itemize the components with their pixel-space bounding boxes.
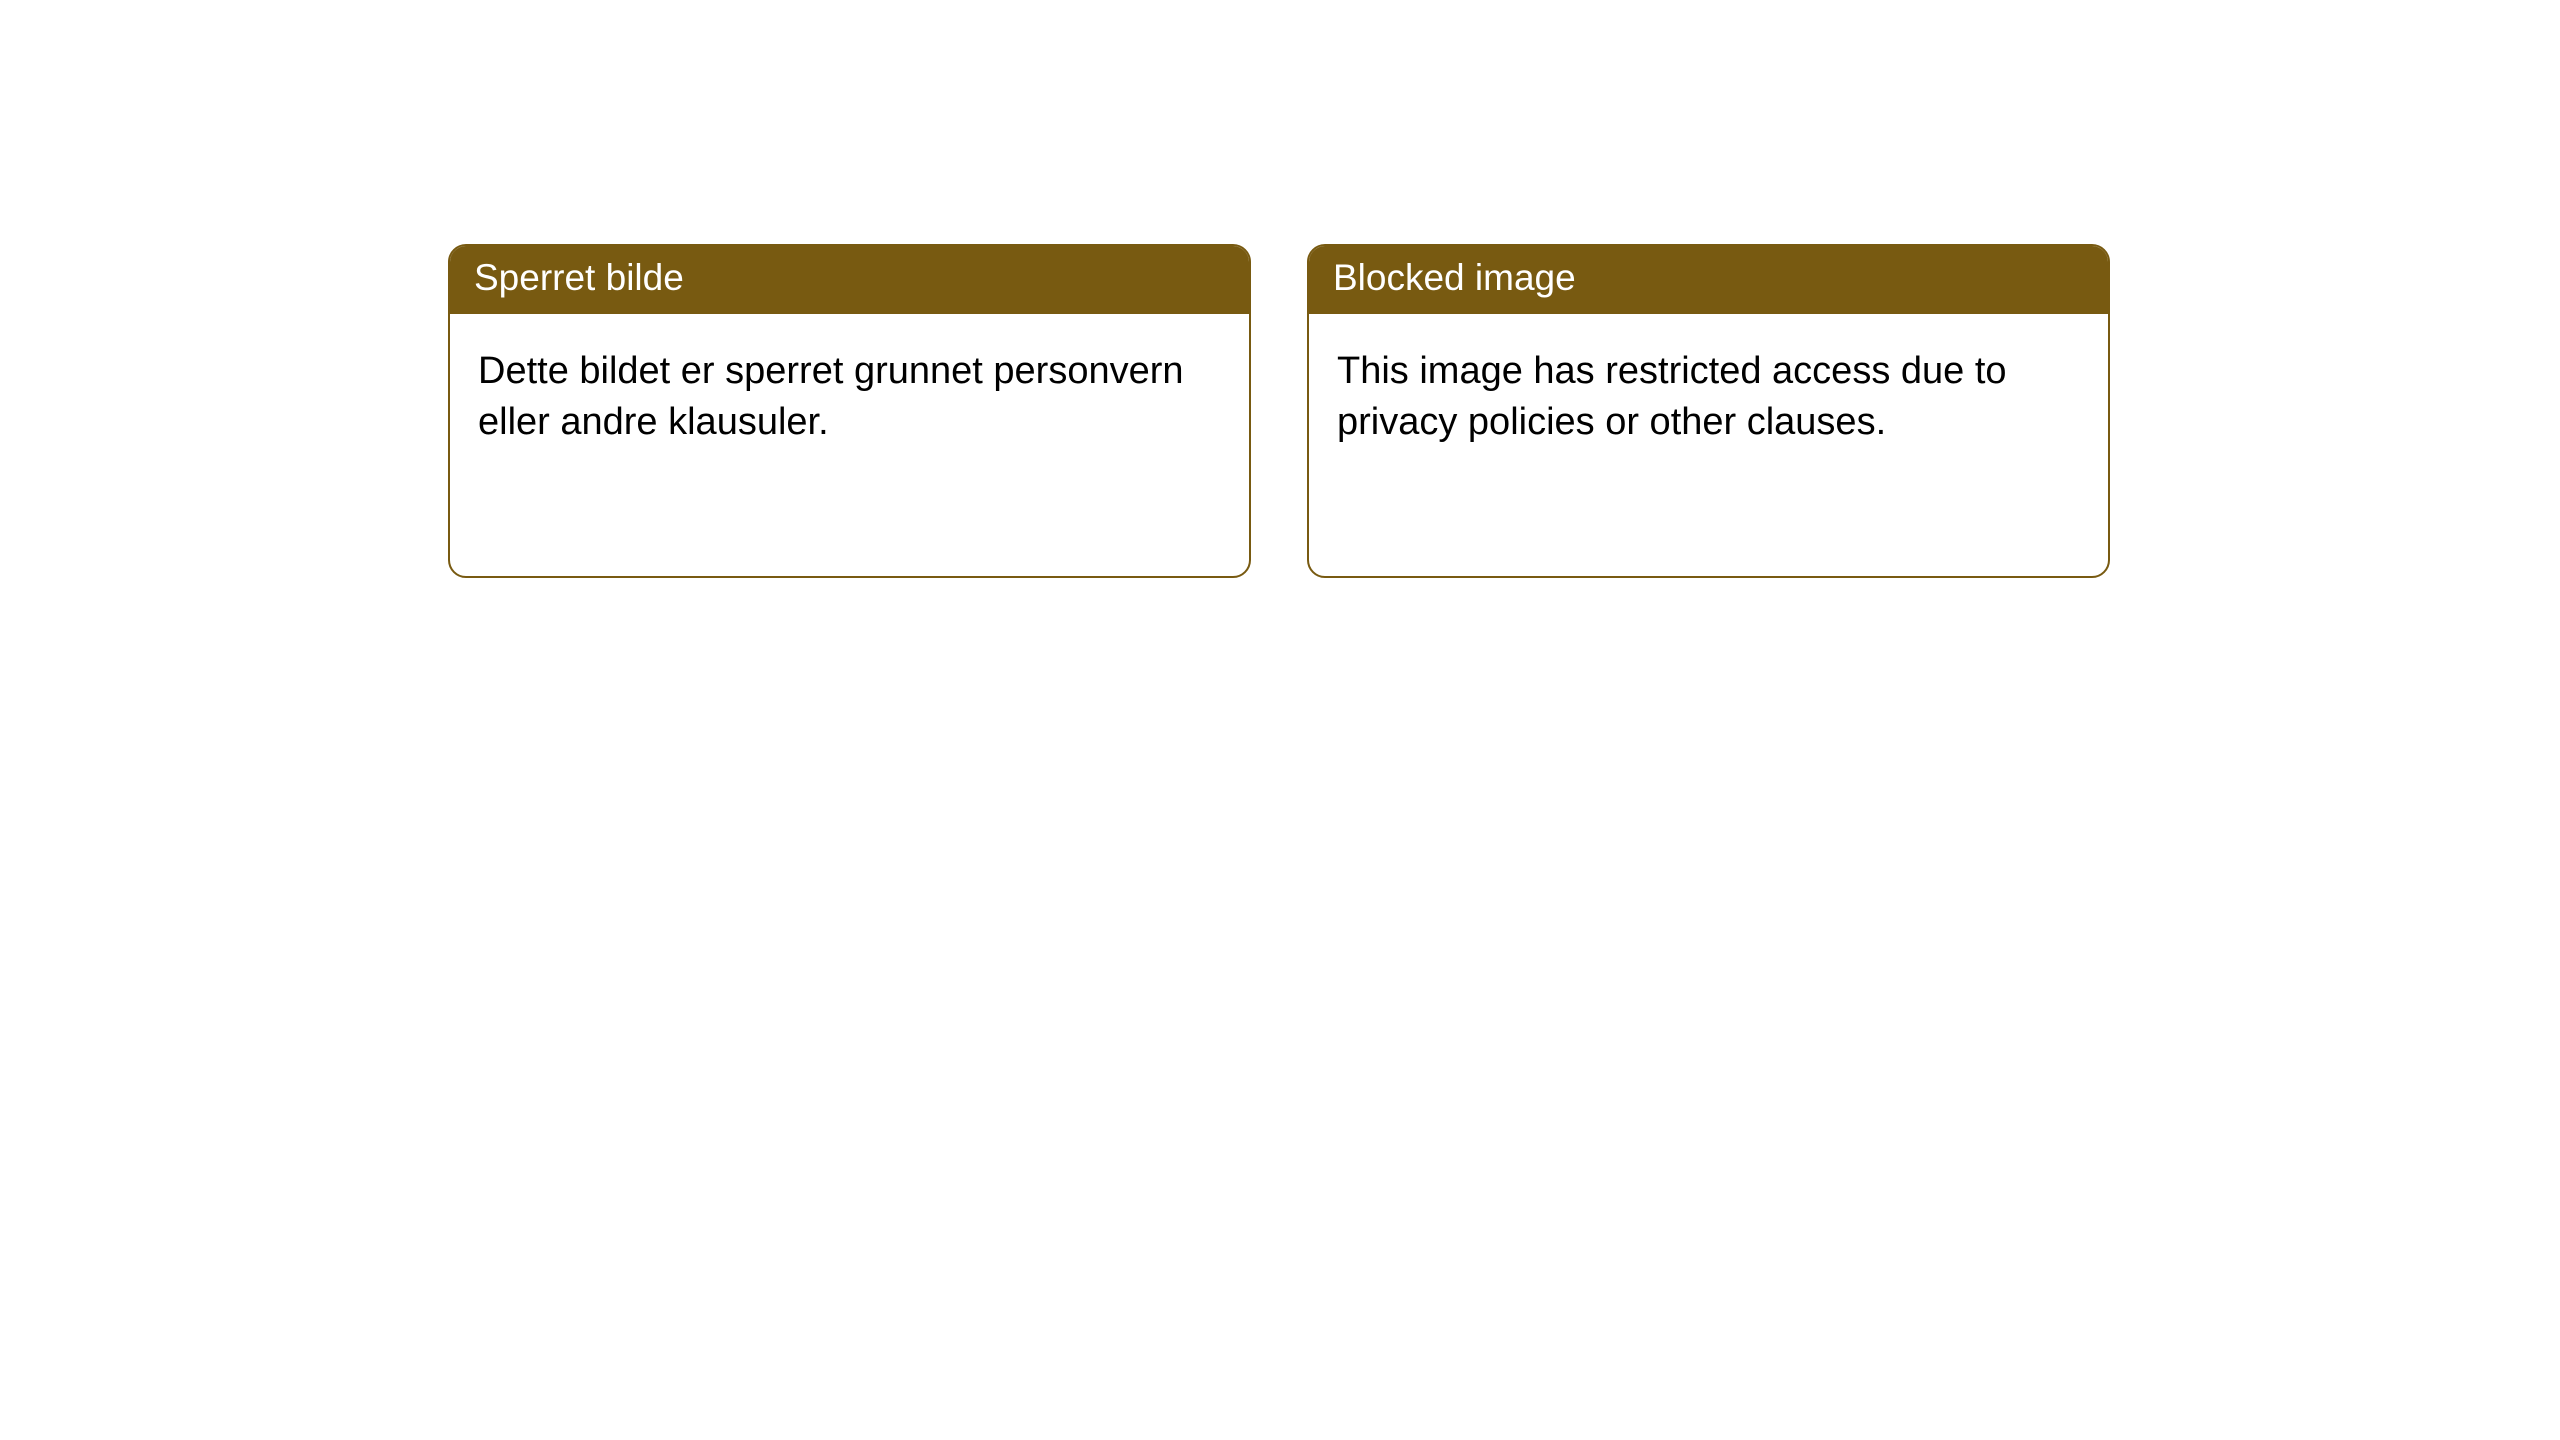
cards-container: Sperret bilde Dette bildet er sperret gr… xyxy=(0,0,2560,578)
card-title: Blocked image xyxy=(1333,257,1576,298)
card-body-english: This image has restricted access due to … xyxy=(1309,314,2108,481)
blocked-image-card-norwegian: Sperret bilde Dette bildet er sperret gr… xyxy=(448,244,1251,578)
blocked-image-card-english: Blocked image This image has restricted … xyxy=(1307,244,2110,578)
card-header-norwegian: Sperret bilde xyxy=(450,246,1249,314)
card-header-english: Blocked image xyxy=(1309,246,2108,314)
card-title: Sperret bilde xyxy=(474,257,684,298)
card-body-text: This image has restricted access due to … xyxy=(1337,350,2007,443)
card-body-norwegian: Dette bildet er sperret grunnet personve… xyxy=(450,314,1249,481)
card-body-text: Dette bildet er sperret grunnet personve… xyxy=(478,350,1184,443)
